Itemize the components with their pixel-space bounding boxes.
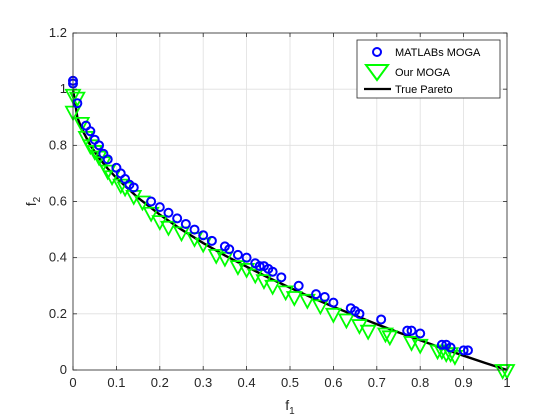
matlab-moga-point [354,308,365,319]
matlab-moga-point [376,314,387,325]
our-moga-point [359,324,377,341]
matlab-moga-point [94,140,105,151]
legend-label-true: True Pareto [395,84,453,96]
legend: MATLABs MOGA Our MOGA True Pareto [356,39,501,99]
y-tick-label: 1.2 [49,25,67,40]
matlab-moga-point [319,291,330,302]
matlab-moga-point [254,261,265,272]
matlab-moga-point [146,196,157,207]
our-moga-point [442,347,460,364]
y-tick-label: 0.2 [49,306,67,321]
matlab-moga-point [85,126,96,137]
matlab-moga-point [180,218,191,229]
our-moga-point [411,338,429,355]
matlab-moga-point [206,235,217,246]
x-tick-label: 0.8 [411,375,429,390]
x-tick-label: 0 [69,375,76,390]
matlab-moga-point [276,272,287,283]
x-tick-label: 0.3 [194,375,212,390]
y-tick-label: 0.4 [49,250,67,265]
matlab-moga-point [154,202,165,213]
matlab-moga-point [445,342,456,353]
our-moga-point [376,327,394,344]
matlab-moga-point [198,230,209,241]
matlab-moga-point [462,345,473,356]
legend-triangle-icon [364,64,390,82]
our-moga-point [159,220,177,237]
matlab-moga-point [172,213,183,224]
matlab-moga-point [311,289,322,300]
our-moga-point [381,330,399,347]
our-moga-point [324,307,342,324]
matlab-moga-point [415,328,426,339]
matlab-moga-point [436,339,447,350]
axis-ticks: 0 0.1 0.2 0.3 0.4 0.5 0.6 0.7 0.8 0.9 1 0 0.2 0.4 0.6 0… [49,25,511,390]
matlab-moga-point [267,266,278,277]
our-moga-point [172,226,191,243]
x-tick-label: 0.1 [107,375,125,390]
x-tick-label: 0.9 [455,375,473,390]
x-tick-label: 0.7 [368,375,386,390]
matlab-moga-point [163,207,174,218]
our-moga-point [103,170,121,187]
matlab-moga-point [328,297,339,308]
y-tick-label: 0.6 [49,194,67,209]
our-moga-point [311,299,329,316]
x-axis-label: f1 [285,397,295,417]
legend-circle-icon [372,47,382,57]
matlab-moga-point [102,154,113,165]
matlab-moga-point [224,244,235,255]
matlab-moga-point [232,249,243,260]
x-tick-label: 0.6 [324,375,342,390]
x-tick-label: 0.5 [281,375,299,390]
x-tick-label: 0.4 [238,375,256,390]
our-moga-point [73,116,91,133]
our-moga-point [298,293,316,310]
matlab-moga-point [293,280,304,291]
y-tick-label: 1 [60,81,67,96]
our-moga-point [142,206,160,223]
our-moga-point [446,350,464,366]
matlab-moga-point [241,252,252,263]
our-moga-point [285,291,303,307]
y-tick-label: 0 [60,362,67,377]
our-moga-series [64,88,516,380]
our-moga-point [68,91,86,108]
y-axis-label: f2 [23,196,43,206]
y-tick-label: 0.8 [49,137,67,152]
matlab-moga-point [128,182,139,193]
our-moga-point [337,313,355,330]
x-tick-label: 1 [503,375,510,390]
our-moga-point [216,251,234,268]
matlab-moga-point [458,345,469,356]
legend-label-our: Our MOGA [395,67,451,79]
matlab-moga-point [402,325,413,336]
legend-label-matlab: MATLABs MOGA [395,47,481,59]
matlab-moga-point [406,325,417,336]
matlab-moga-point [189,224,200,235]
our-moga-point [133,195,151,212]
our-moga-point [264,279,282,296]
x-tick-label: 0.2 [151,375,169,390]
